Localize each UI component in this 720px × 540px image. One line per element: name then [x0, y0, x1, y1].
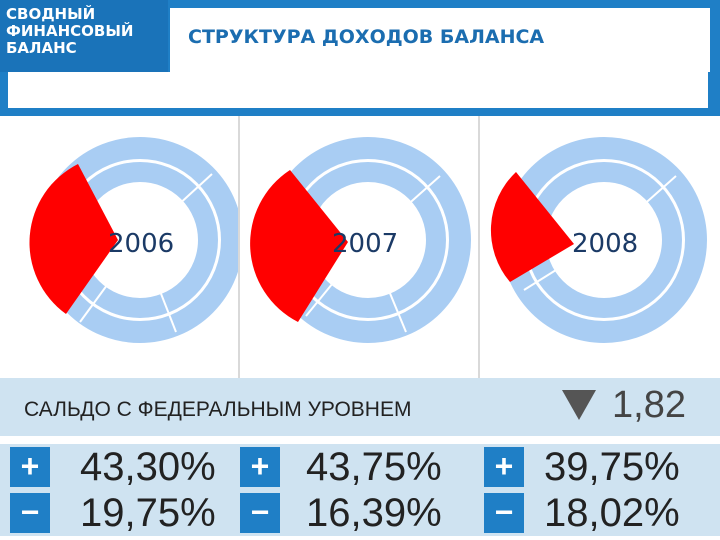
minus-row: − 19,75% − 16,39% − 18,02% — [0, 490, 720, 536]
plus-sign: + — [10, 447, 50, 487]
chart-panels: 2006 2007 2008 — [0, 112, 720, 381]
panel-divider — [238, 116, 240, 381]
year-label: 2008 — [572, 229, 638, 259]
header-white-area — [8, 72, 708, 108]
donut-hole — [548, 184, 660, 296]
plus-row: + 43,30% + 43,75% + 39,75% — [0, 444, 720, 490]
donut-chart-2006: 2006 — [29, 137, 238, 343]
logo-line-2: ФИНАНСОВЫЙ — [6, 22, 134, 40]
donut-hole — [84, 184, 196, 296]
page-title: СТРУКТУРА ДОХОДОВ БАЛАНСА — [188, 26, 545, 48]
plus-value-2008: 39,75% — [544, 445, 680, 489]
logo: СВОДНЫЙ ФИНАНСОВЫЙ БАЛАНС — [0, 0, 168, 72]
donut-hole — [312, 184, 424, 296]
saldo-value: 1,82 — [612, 384, 686, 426]
highlight-segment — [490, 172, 574, 282]
logo-line-3: БАЛАНС — [6, 39, 77, 57]
minus-sign: − — [10, 493, 50, 533]
donut-chart-2008: 2008 — [490, 137, 707, 343]
logo-line-1: СВОДНЫЙ — [6, 5, 96, 23]
minus-sign: − — [484, 493, 524, 533]
minus-value-2006: 19,75% — [80, 491, 216, 535]
plus-value-2006: 43,30% — [80, 445, 216, 489]
plus-value-2007: 43,75% — [306, 445, 442, 489]
year-label: 2006 — [108, 229, 174, 259]
plus-sign: + — [484, 447, 524, 487]
donut-chart-2007: 2007 — [250, 137, 471, 343]
plus-sign: + — [240, 447, 280, 487]
panel-divider — [478, 116, 480, 381]
minus-sign: − — [240, 493, 280, 533]
minus-value-2007: 16,39% — [306, 491, 442, 535]
highlight-segment — [29, 164, 118, 314]
year-label: 2007 — [332, 229, 398, 259]
saldo-label: САЛЬДО С ФЕДЕРАЛЬНЫМ УРОВНЕМ — [24, 398, 412, 421]
highlight-segment — [250, 170, 348, 322]
minus-value-2008: 18,02% — [544, 491, 680, 535]
saldo-band — [0, 378, 720, 436]
down-triangle-icon — [562, 390, 596, 420]
